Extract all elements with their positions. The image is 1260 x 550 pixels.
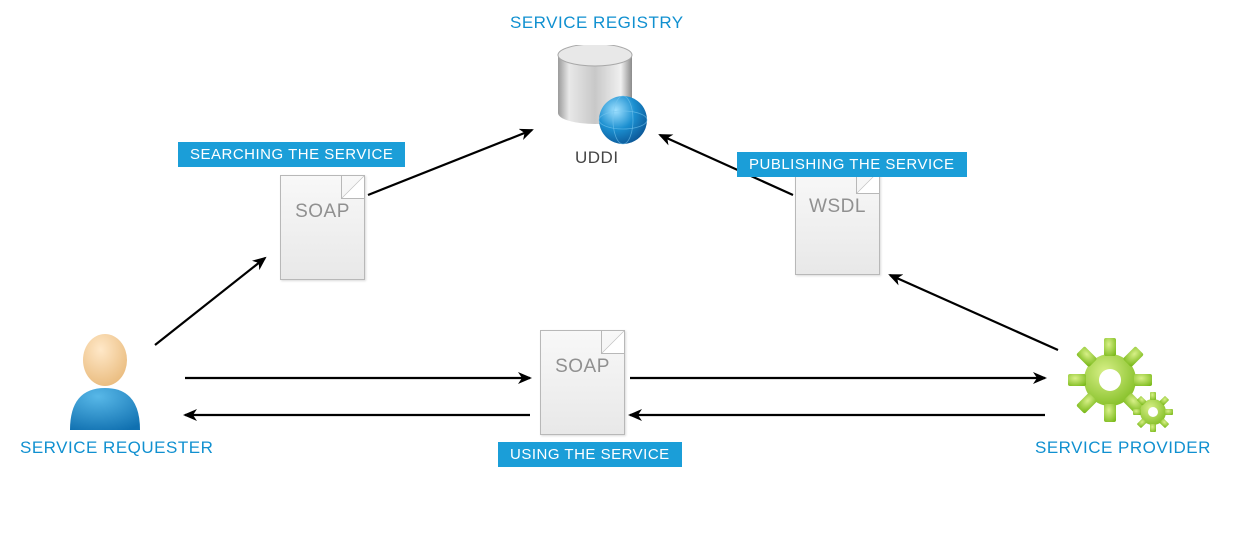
gear-icon xyxy=(1055,330,1175,440)
uddi-label: UDDI xyxy=(575,148,619,168)
person-icon xyxy=(60,330,150,440)
service-requester-node xyxy=(60,330,150,445)
soap-search-doc-text: SOAP xyxy=(281,201,364,223)
soap-use-doc-text: SOAP xyxy=(541,356,624,378)
service-provider-node xyxy=(1055,330,1175,445)
searching-label: SEARCHING THE SERVICE xyxy=(178,142,405,167)
soap-use-doc: SOAP xyxy=(540,330,625,435)
wsdl-doc-text: WSDL xyxy=(796,196,879,218)
using-label: USING THE SERVICE xyxy=(498,442,682,467)
database-icon xyxy=(555,45,655,165)
requester-label: SERVICE REQUESTER xyxy=(20,438,213,458)
wsdl-doc: WSDL xyxy=(795,170,880,275)
publishing-label: PUBLISHING THE SERVICE xyxy=(737,152,967,177)
registry-label: SERVICE REGISTRY xyxy=(510,13,684,33)
soap-search-doc: SOAP xyxy=(280,175,365,280)
provider-label: SERVICE PROVIDER xyxy=(1035,438,1211,458)
